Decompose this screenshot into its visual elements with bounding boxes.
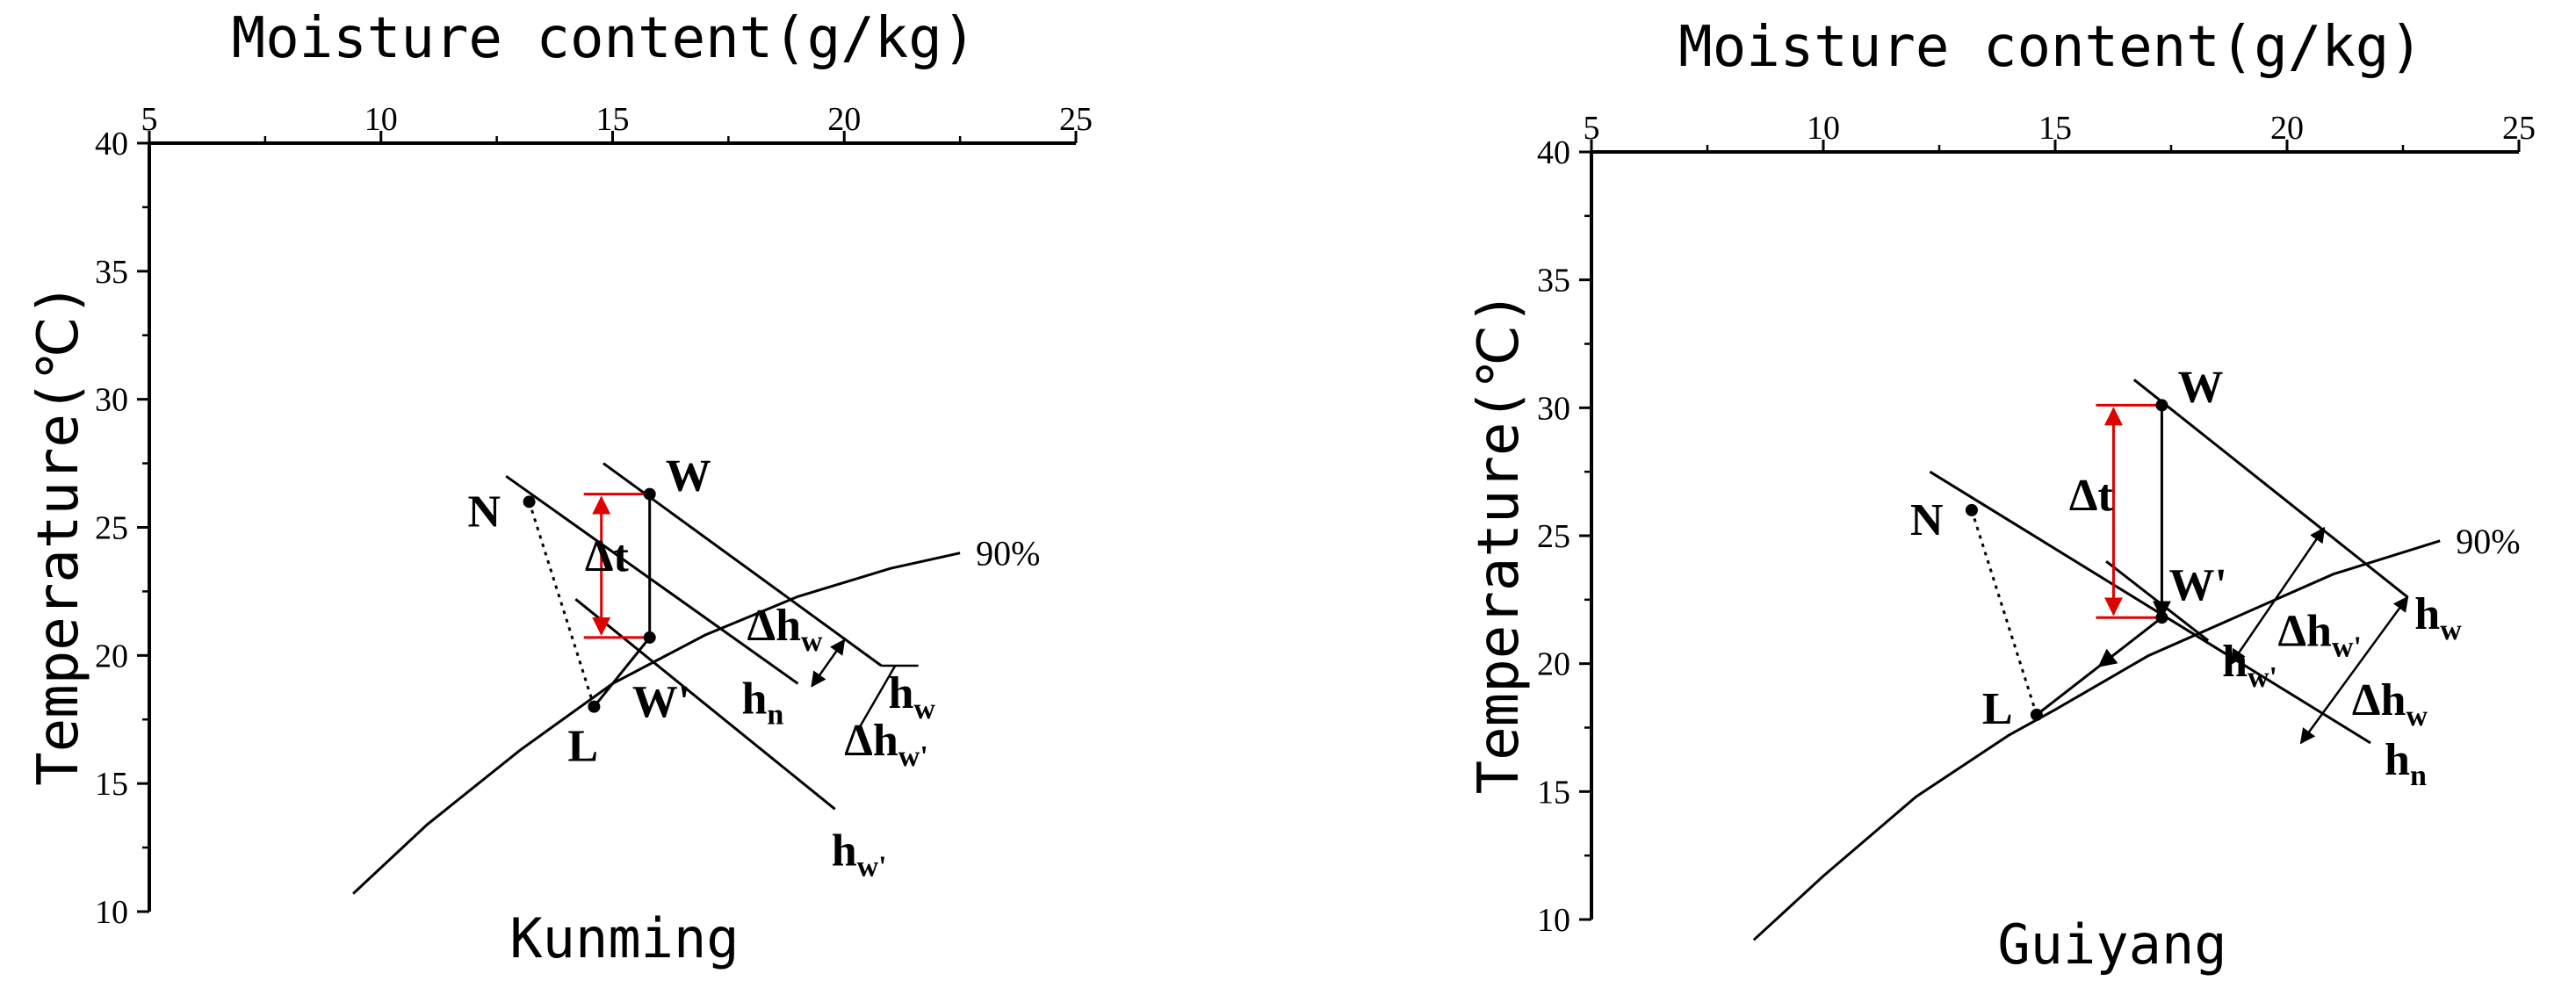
y-tick-label: 40 bbox=[95, 126, 128, 162]
delta-hw-label: Δhw bbox=[2352, 675, 2428, 732]
enthalpy-line-w-prime bbox=[574, 598, 836, 811]
process-line-wprime-l bbox=[2097, 617, 2163, 667]
y-tick-label: 20 bbox=[95, 638, 128, 674]
rh-curve bbox=[352, 552, 961, 895]
x-axis-title: Moisture content(g/kg) bbox=[1678, 15, 2423, 80]
point-label-n: N bbox=[1910, 495, 1944, 545]
state-point-w bbox=[643, 487, 656, 501]
y-tick-label: 30 bbox=[1537, 390, 1570, 427]
delta-hw-prime-arrow bbox=[2230, 526, 2326, 666]
x-tick-label: 10 bbox=[364, 101, 398, 138]
state-point-w bbox=[2155, 399, 2168, 412]
x-tick-label: 10 bbox=[1807, 110, 1840, 147]
rh-curve bbox=[1752, 539, 2441, 941]
point-label-w-prime: W' bbox=[632, 677, 690, 727]
label-hw: hw bbox=[888, 668, 935, 725]
y-tick-label: 10 bbox=[1537, 902, 1570, 939]
label-hn: hn bbox=[742, 674, 784, 731]
y-tick-label: 40 bbox=[1537, 134, 1570, 171]
x-tick-label: 15 bbox=[596, 101, 630, 138]
y-tick-label: 35 bbox=[95, 254, 128, 291]
panel-title: Guiyang bbox=[1997, 912, 2226, 977]
y-axis-title: Temperature(℃) bbox=[1467, 292, 1532, 795]
dotted-line-n-l bbox=[528, 501, 595, 708]
x-tick-label: 20 bbox=[827, 101, 861, 138]
label-hw-prime: hw' bbox=[2222, 637, 2277, 694]
rh-curve-label: 90% bbox=[976, 534, 1040, 573]
y-tick-label: 30 bbox=[95, 382, 128, 419]
point-label-w: W bbox=[666, 451, 711, 501]
y-axis-title: Temperature(℃) bbox=[26, 283, 91, 786]
x-tick-label: 15 bbox=[2038, 110, 2072, 147]
y-tick-label: 25 bbox=[95, 510, 128, 547]
chart-panel-guiyang: 5 10 15 20 25 10 15 20 25 30 35 40 Moisture content(… bbox=[1467, 15, 2536, 977]
y-tick-label: 25 bbox=[1537, 518, 1570, 555]
state-point-w-prime bbox=[643, 631, 656, 644]
y-tick-label: 15 bbox=[95, 766, 128, 803]
delta-hw-prime-dimension-line bbox=[856, 665, 897, 731]
x-tick-label: 20 bbox=[2270, 110, 2304, 147]
point-label-w: W bbox=[2177, 362, 2223, 412]
delta-hw-prime-label: Δhw' bbox=[2277, 606, 2362, 663]
y-tick-label: 10 bbox=[95, 894, 128, 931]
point-label-n: N bbox=[468, 487, 501, 537]
enthalpy-line-w bbox=[2132, 379, 2409, 599]
label-hw-prime: hw' bbox=[832, 826, 887, 883]
x-axis-title: Moisture content(g/kg) bbox=[232, 6, 977, 71]
state-point-w-prime bbox=[2155, 611, 2168, 624]
process-line-wprime-l bbox=[593, 636, 651, 708]
delta-t-label: Δt bbox=[585, 531, 630, 581]
chart-panel-kunming: 5 10 15 20 25 10 15 20 25 30 35 40 Moisture content(… bbox=[26, 6, 1093, 970]
enthalpy-line-w-prime bbox=[2105, 559, 2210, 642]
x-tick-label: 5 bbox=[141, 101, 158, 138]
point-label-l: L bbox=[1982, 684, 2013, 734]
x-tick-label: 25 bbox=[2502, 110, 2536, 147]
rh-curve-label: 90% bbox=[2456, 522, 2520, 561]
y-tick-label: 20 bbox=[1537, 646, 1570, 683]
x-tick-label: 5 bbox=[1584, 110, 1600, 147]
label-hn: hn bbox=[2385, 735, 2427, 792]
delta-hw-arrow bbox=[811, 638, 846, 688]
panel-title: Kunming bbox=[509, 906, 739, 970]
state-point-l bbox=[588, 700, 601, 713]
y-tick-label: 35 bbox=[1537, 263, 1570, 299]
point-label-w-prime: W' bbox=[2168, 560, 2226, 610]
state-point-l bbox=[2030, 708, 2043, 721]
enthalpy-line-n bbox=[505, 474, 799, 685]
dotted-line-n-l bbox=[1970, 509, 2038, 716]
label-hw: hw bbox=[2414, 589, 2462, 646]
process-line-wprime-l bbox=[2035, 665, 2101, 717]
delta-hw-label: Δhw bbox=[747, 601, 823, 658]
y-tick-label: 15 bbox=[1537, 774, 1570, 811]
delta-hw-prime-label: Δhw' bbox=[844, 716, 928, 773]
delta-hw-arrow bbox=[2299, 595, 2409, 745]
state-point-n bbox=[523, 495, 536, 508]
state-point-n bbox=[1965, 503, 1978, 516]
x-tick-label: 25 bbox=[1059, 101, 1093, 138]
enthalpy-line-n bbox=[1929, 470, 2371, 745]
point-label-l: L bbox=[567, 722, 598, 772]
delta-t-label: Δt bbox=[2069, 471, 2114, 521]
